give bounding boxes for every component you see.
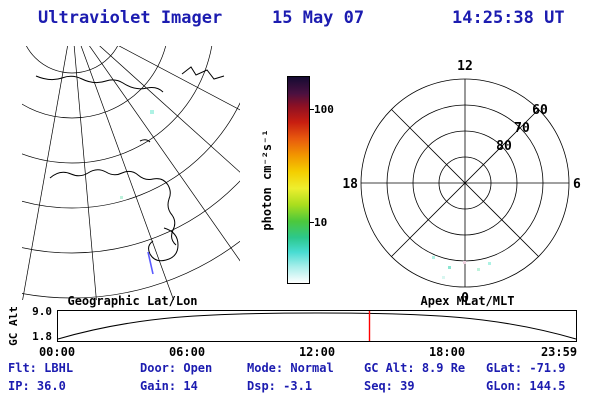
ip-label: IP: — [8, 379, 30, 393]
mode-label: Mode: — [247, 361, 284, 375]
glat-label: GLat: — [486, 361, 523, 375]
mlat-label-60: 60 — [532, 103, 548, 118]
apex-polar-plot: 12 18 6 0 60 70 80 — [342, 59, 581, 306]
apex-plot-caption: Apex MLat/MLT — [420, 294, 515, 308]
geographic-map — [22, 46, 240, 300]
colorbar-tick-10-mark — [310, 222, 314, 223]
status-mode: Mode: Normal — [247, 361, 334, 375]
door-label: Door: — [140, 361, 177, 375]
flt-label: Flt: — [8, 361, 37, 375]
ip-value: 36.0 — [36, 379, 66, 393]
gc-alt-timeseries — [57, 310, 577, 342]
dsp-label: Dsp: — [247, 379, 276, 393]
status-gcalt: GC Alt: 8.9 Re — [364, 361, 465, 375]
status-flt: Flt: LBHL — [8, 361, 73, 375]
mode-value: Normal — [290, 361, 334, 375]
colorbar-tick-100: 100 — [314, 103, 334, 116]
gc-alt-tick-max: 9.0 — [32, 305, 52, 318]
mlt-label-6: 6 — [573, 177, 581, 192]
timeseries-frame — [57, 310, 577, 342]
gc-alt-tick-min: 1.8 — [32, 330, 52, 343]
altitude-curve — [57, 312, 577, 340]
flt-value: LBHL — [44, 361, 74, 375]
mlat-label-70: 70 — [514, 121, 530, 136]
mlt-label-0: 0 — [461, 291, 469, 306]
status-dsp: Dsp: -3.1 — [247, 379, 312, 393]
status-ip: IP: 36.0 — [8, 379, 66, 393]
door-value: Open — [183, 361, 213, 375]
status-seq: Seq: 39 — [364, 379, 415, 393]
coastline-paths — [35, 66, 225, 262]
colorbar-tick-10: 10 — [314, 216, 328, 229]
mlat-label-80: 80 — [496, 139, 512, 154]
latlon-grid — [22, 46, 240, 300]
glon-value: 144.5 — [529, 379, 566, 393]
date-display: 15 May 07 — [272, 8, 365, 28]
gcalt-label: GC Alt: — [364, 361, 415, 375]
status-gain: Gain: 14 — [140, 379, 198, 393]
gc-alt-axis-label: GC Alt — [7, 306, 20, 346]
status-glon: GLon: 144.5 — [486, 379, 565, 393]
colorbar-tick-100-mark — [310, 109, 314, 110]
xtick-1200: 12:00 — [298, 345, 336, 359]
xtick-1800: 18:00 — [428, 345, 466, 359]
colorbar-units-label: photon cm⁻²s⁻¹ — [260, 129, 274, 231]
glat-value: -71.9 — [529, 361, 566, 375]
xtick-0000: 00:00 — [38, 345, 76, 359]
glon-label: GLon: — [486, 379, 523, 393]
satellite-track — [147, 251, 154, 275]
auroral-emission-pixels — [432, 256, 491, 279]
gain-value: 14 — [183, 379, 198, 393]
gcalt-value: 8.9 Re — [421, 361, 466, 375]
xtick-0600: 06:00 — [168, 345, 206, 359]
mlt-label-18: 18 — [342, 177, 358, 192]
app-title: Ultraviolet Imager — [38, 8, 223, 28]
dsp-value: -3.1 — [283, 379, 313, 393]
auroral-emission-pixels — [120, 110, 154, 199]
colorbar-gradient — [287, 76, 310, 284]
status-door: Door: Open — [140, 361, 212, 375]
mlt-label-12: 12 — [457, 59, 473, 74]
mlt-spokes — [361, 79, 569, 287]
geographic-map-caption: Geographic Lat/Lon — [67, 294, 198, 308]
seq-label: Seq: — [364, 379, 393, 393]
time-display: 14:25:38 UT — [452, 8, 565, 28]
xtick-2359: 23:59 — [540, 345, 578, 359]
seq-value: 39 — [400, 379, 415, 393]
gain-label: Gain: — [140, 379, 177, 393]
status-glat: GLat: -71.9 — [486, 361, 565, 375]
